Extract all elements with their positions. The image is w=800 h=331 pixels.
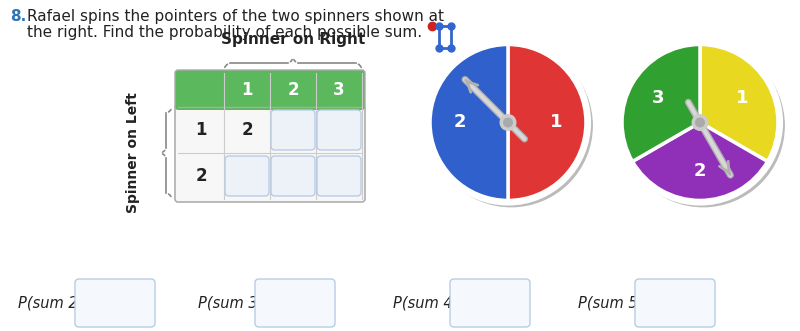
FancyBboxPatch shape (450, 279, 530, 327)
Text: 3: 3 (333, 81, 345, 99)
Circle shape (622, 44, 784, 207)
Text: 2: 2 (241, 121, 253, 139)
FancyBboxPatch shape (271, 156, 315, 196)
Text: 2: 2 (287, 81, 299, 99)
FancyBboxPatch shape (317, 156, 361, 196)
FancyBboxPatch shape (175, 70, 365, 110)
Text: 8.: 8. (10, 9, 26, 24)
Circle shape (692, 115, 708, 130)
Text: 1: 1 (195, 121, 206, 139)
Text: 2: 2 (195, 167, 207, 185)
Text: 1: 1 (550, 114, 562, 131)
Text: Spinner on Right: Spinner on Right (221, 32, 365, 47)
Circle shape (430, 44, 592, 207)
Text: 1: 1 (736, 89, 748, 107)
Text: P(sum 4) =: P(sum 4) = (393, 296, 475, 310)
Wedge shape (622, 44, 700, 162)
Wedge shape (700, 44, 778, 162)
FancyBboxPatch shape (255, 279, 335, 327)
FancyBboxPatch shape (225, 156, 269, 196)
Circle shape (696, 118, 704, 127)
FancyBboxPatch shape (317, 110, 361, 150)
Wedge shape (430, 44, 508, 201)
Text: the right. Find the probability of each possible sum.: the right. Find the probability of each … (27, 25, 422, 40)
Circle shape (504, 118, 512, 127)
FancyBboxPatch shape (271, 110, 315, 150)
Circle shape (500, 115, 516, 130)
FancyBboxPatch shape (175, 104, 365, 202)
FancyBboxPatch shape (75, 279, 155, 327)
Text: P(sum 3) =: P(sum 3) = (198, 296, 280, 310)
FancyBboxPatch shape (635, 279, 715, 327)
Text: 3: 3 (652, 89, 664, 107)
Wedge shape (508, 44, 586, 201)
Text: 2: 2 (454, 114, 466, 131)
Text: Spinner on Left: Spinner on Left (126, 93, 140, 213)
Text: P(sum 5) =: P(sum 5) = (578, 296, 660, 310)
Text: 1: 1 (242, 81, 253, 99)
Text: 2: 2 (694, 162, 706, 180)
Text: Rafael spins the pointers of the two spinners shown at: Rafael spins the pointers of the two spi… (27, 9, 444, 24)
Wedge shape (633, 122, 767, 201)
Text: P(sum 2) =: P(sum 2) = (18, 296, 100, 310)
